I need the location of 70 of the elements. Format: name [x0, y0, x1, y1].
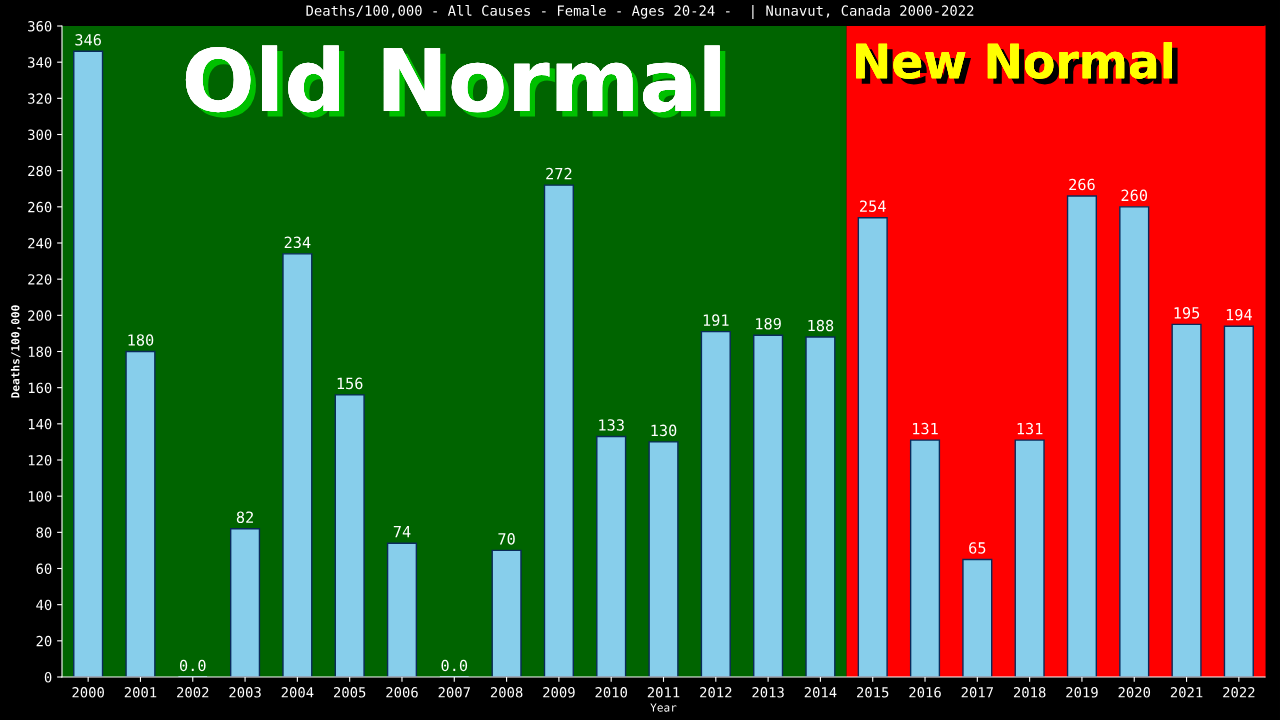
data-label: 260 — [1121, 189, 1148, 202]
x-tick-label: 2014 — [804, 687, 837, 698]
x-tick-label: 2013 — [752, 687, 784, 698]
data-label: 156 — [337, 377, 363, 390]
x-tick-label: 2019 — [1066, 687, 1098, 698]
x-tick-label: 2002 — [177, 687, 209, 698]
y-tick-label: 160 — [28, 382, 52, 394]
data-label: 191 — [703, 314, 729, 326]
y-tick-label: 0 — [44, 672, 52, 683]
x-tick-label: 2021 — [1170, 687, 1203, 698]
data-label: 131 — [1017, 422, 1043, 435]
data-label: 188 — [808, 319, 834, 332]
y-tick-label: 300 — [28, 129, 52, 141]
data-label: 254 — [860, 200, 886, 212]
x-tick-label: 2017 — [961, 687, 994, 698]
y-tick-label: 60 — [36, 563, 52, 575]
y-tick-label: 320 — [28, 93, 52, 104]
x-tick-label: 2009 — [543, 687, 575, 698]
x-tick-label: 2005 — [333, 687, 366, 698]
x-tick-label: 2022 — [1223, 687, 1255, 698]
data-label: 266 — [1069, 178, 1095, 191]
y-tick-label: 140 — [28, 418, 52, 430]
data-label: 74 — [393, 526, 411, 538]
y-tick-label: 100 — [28, 491, 52, 502]
x-axis-title: Year — [650, 703, 677, 712]
y-tick-label: 80 — [36, 527, 52, 538]
y-tick-label: 200 — [28, 310, 52, 321]
y-tick-label: 260 — [28, 201, 52, 213]
data-label: 346 — [75, 34, 101, 46]
x-tick-label: 2018 — [1013, 687, 1046, 698]
chart-title: Deaths/100,000 - All Causes - Female - Ages 20-24 - | Nunavut, Canada 2000-2022 — [306, 5, 974, 19]
x-tick-label: 2016 — [909, 687, 941, 698]
y-tick-label: 120 — [28, 455, 52, 466]
data-label: 194 — [1226, 308, 1252, 321]
y-tick-label: 280 — [28, 165, 52, 177]
data-label: 180 — [128, 334, 154, 346]
data-label: 70 — [498, 533, 515, 545]
x-tick-label: 2020 — [1118, 687, 1151, 698]
y-tick-label: 220 — [28, 274, 52, 285]
data-label: 0.0 — [179, 659, 206, 672]
data-label: 133 — [599, 419, 624, 431]
y-axis-title: Deaths/100,000 — [10, 305, 21, 398]
x-tick-label: 2006 — [386, 687, 418, 698]
x-tick-label: 2015 — [857, 687, 889, 698]
x-tick-label: 2001 — [124, 687, 157, 698]
x-tick-label: 2007 — [438, 687, 470, 698]
x-tick-label: 2000 — [72, 687, 104, 698]
data-label: 195 — [1174, 307, 1200, 319]
y-tick-label: 20 — [36, 635, 52, 647]
data-label: 0.0 — [441, 659, 468, 672]
data-label: 82 — [236, 511, 253, 523]
x-tick-label: 2011 — [647, 687, 680, 698]
data-label: 234 — [284, 236, 311, 249]
y-tick-label: 340 — [28, 57, 52, 68]
x-tick-label: 2010 — [595, 687, 628, 698]
data-label: 131 — [913, 422, 938, 435]
band-label: Old Normal — [185, 45, 726, 118]
y-tick-label: 360 — [28, 21, 52, 32]
x-tick-label: 2004 — [281, 687, 314, 698]
y-tick-label: 180 — [28, 346, 52, 358]
x-tick-label: 2008 — [490, 687, 523, 698]
y-tick-label: 240 — [28, 238, 52, 249]
x-tick-label: 2003 — [229, 687, 261, 698]
data-label: 65 — [969, 542, 986, 554]
data-label: 189 — [756, 317, 781, 330]
data-label: 130 — [651, 424, 677, 437]
band-label: New Normal — [856, 42, 1178, 85]
x-tick-label: 2012 — [700, 687, 732, 698]
data-label: 272 — [546, 167, 572, 180]
y-tick-label: 40 — [36, 599, 52, 611]
